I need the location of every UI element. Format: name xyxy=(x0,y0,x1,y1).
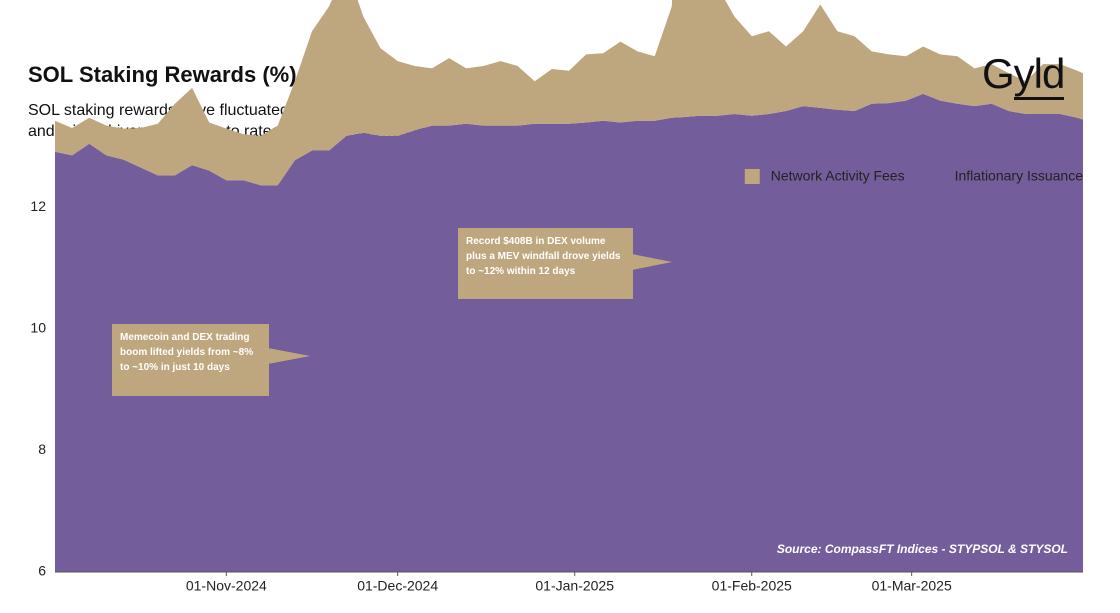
annotation: Memecoin and DEX trading boom lifted yie… xyxy=(112,324,269,396)
x-tick-label: 01-Feb-2025 xyxy=(712,578,792,594)
annotation-pointer xyxy=(632,254,672,270)
chart-title: SOL Staking Rewards (%) xyxy=(28,62,297,87)
x-tick-label: 01-Mar-2025 xyxy=(872,578,952,594)
legend-label: Inflationary Issuance xyxy=(955,168,1084,184)
area xyxy=(55,93,1083,573)
x-tick-label: 01-Jan-2025 xyxy=(535,578,614,594)
area xyxy=(55,0,1083,186)
y-tick-label: 6 xyxy=(38,563,46,579)
source-note: Source: CompassFT Indices - STYPSOL & ST… xyxy=(776,542,1068,556)
annotation-pointer xyxy=(268,348,310,364)
y-tick-label: 12 xyxy=(30,198,46,214)
logo: Gyld xyxy=(982,50,1065,100)
y-tick-label: 10 xyxy=(30,319,46,335)
legend-label: Network Activity Fees xyxy=(771,168,905,184)
logo-underline: yld xyxy=(1013,50,1065,100)
legend-swatch xyxy=(744,169,760,184)
x-tick-label: 01-Dec-2024 xyxy=(357,578,438,594)
y-tick-label: 8 xyxy=(38,441,46,457)
annotation: Record $408B in DEX volume plus a MEV wi… xyxy=(458,228,633,299)
legend-swatch xyxy=(928,169,944,184)
x-tick-label: 01-Nov-2024 xyxy=(186,578,267,594)
